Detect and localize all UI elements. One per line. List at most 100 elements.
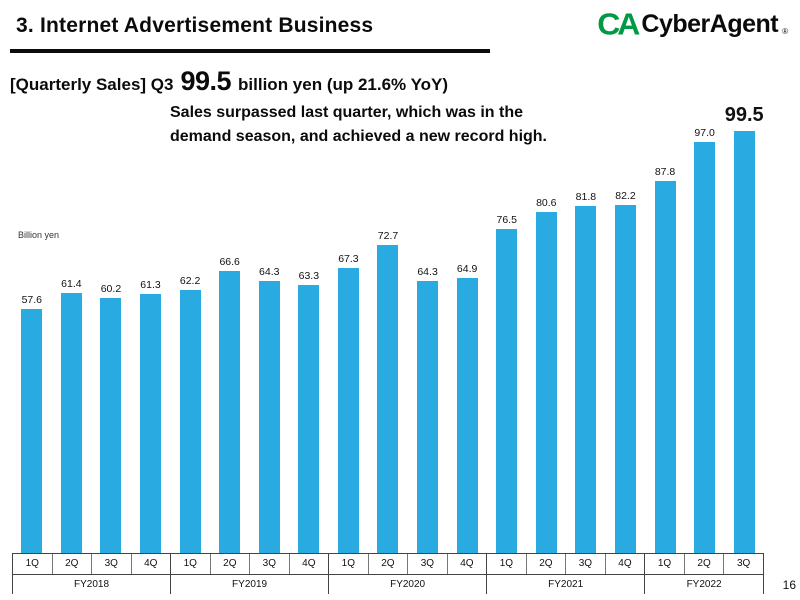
title-underline — [10, 49, 490, 53]
bar-value-label: 66.6 — [219, 256, 240, 268]
annotation-line-1: Sales surpassed last quarter, which was … — [170, 104, 524, 121]
subtitle-value: 99.5 — [180, 66, 232, 96]
axis-group: 1Q 2Q 3Q 4Q FY2019 — [171, 554, 330, 594]
axis-group: 1Q 2Q 3Q 4Q FY2020 — [329, 554, 488, 594]
quarter-label: 1Q — [341, 558, 356, 570]
quarter-label: 2Q — [209, 554, 250, 574]
quarter-label: 2Q — [525, 554, 566, 574]
bar — [535, 211, 557, 554]
quarter-label: 1Q — [183, 558, 197, 570]
bar-value-label: 82.2 — [615, 189, 636, 202]
quarter-label: 4Q — [130, 554, 171, 574]
bar-value-label: 64.3 — [417, 265, 438, 278]
page-title: 3. Internet Advertisement Business — [16, 14, 374, 37]
quarter-label: 1Q — [25, 558, 39, 570]
axis-group: 1Q 2Q 3Q FY2022 — [645, 554, 764, 594]
bar — [456, 278, 478, 554]
bar-column: 64.3 — [408, 266, 448, 554]
axis-group: 1Q 2Q 3Q 4Q FY2021 — [487, 554, 646, 594]
bar — [219, 271, 241, 554]
bar — [140, 293, 162, 554]
fiscal-year-label: FY2022 — [686, 578, 722, 590]
bar-column: 80.6 — [527, 196, 567, 554]
bar — [179, 289, 201, 554]
chart-subtitle: [Quarterly Sales] Q3 99.5 billion yen (u… — [10, 66, 448, 97]
quarter-label: 4Q — [604, 554, 645, 574]
bar — [21, 309, 43, 554]
page-number: 16 — [782, 578, 796, 592]
fiscal-year-label: FY2019 — [232, 578, 268, 590]
unit-label: Billion yen — [18, 230, 60, 240]
logo-text: CyberAgent — [641, 9, 779, 38]
bar-value-label: 64.3 — [259, 265, 280, 278]
bar-value-label: 97.0 — [694, 126, 715, 139]
bar-column: 81.8 — [566, 191, 606, 554]
bar-column: 72.7 — [368, 230, 408, 554]
quarter-label: 3Q — [723, 554, 763, 574]
subtitle-suffix: billion yen (up 21.6% YoY) — [238, 75, 449, 94]
bar-column: 60.2 — [91, 283, 131, 554]
bar — [614, 204, 636, 554]
bar-column: 62.2 — [170, 275, 210, 554]
bar-value-label: 57.6 — [21, 294, 42, 307]
bar-value-label: 62.2 — [179, 274, 201, 287]
quarter-label: 3Q — [407, 554, 447, 574]
cyberagent-logo: CA CyberAgent ® — [597, 8, 788, 40]
quarter-label: 2Q — [51, 554, 92, 574]
annotation-text: Sales surpassed last quarter, which was … — [170, 101, 547, 149]
bar — [60, 293, 82, 554]
quarter-label: 2Q — [683, 554, 724, 574]
bar-column: 97.0 — [685, 127, 725, 554]
bar-value-label: 67.3 — [338, 253, 359, 265]
bar-column: 61.3 — [131, 278, 171, 554]
bar-column: 67.3 — [329, 253, 369, 554]
bar-column: 64.3 — [249, 266, 289, 554]
quarter-label: 4Q — [288, 554, 329, 574]
bar-value-label: 60.2 — [100, 283, 122, 296]
annotation-line-2: demand season, and achieved a new record… — [170, 128, 547, 145]
fiscal-year-label: FY2020 — [390, 578, 426, 590]
x-axis: 1Q 2Q 3Q 4Q FY2018 1Q 2Q 3Q 4Q FY2019 1Q 2Q 3Q 4Q FY20… — [12, 553, 764, 594]
bar-column: 99.5 — [724, 104, 764, 554]
quarter-label: 3Q — [565, 554, 605, 574]
registered-mark: ® — [782, 26, 788, 36]
bar — [417, 280, 439, 554]
bar-value-label: 76.5 — [496, 213, 517, 226]
bar-value-label: 63.3 — [298, 270, 320, 282]
subtitle-prefix: [Quarterly Sales] Q3 — [10, 75, 174, 94]
quarter-label: 1Q — [499, 558, 514, 570]
ca-logo-icon: CA — [597, 6, 640, 42]
quarter-label: 4Q — [446, 554, 487, 574]
bar-value-label: 81.8 — [575, 191, 597, 204]
bar-value-label: 72.7 — [377, 230, 399, 242]
axis-group: 1Q 2Q 3Q 4Q FY2018 — [13, 554, 172, 594]
bar-column: 76.5 — [487, 214, 527, 554]
bar — [575, 206, 597, 554]
bar-value-label: 80.6 — [536, 196, 557, 209]
bar-column: 66.6 — [210, 256, 250, 554]
fiscal-year-label: FY2018 — [74, 578, 110, 590]
bar-value-label: 99.5 — [724, 104, 764, 127]
bar — [100, 298, 122, 554]
bar — [694, 141, 716, 554]
fiscal-year-label: FY2021 — [548, 578, 584, 590]
bar-value-label: 61.3 — [140, 278, 161, 291]
bar — [733, 131, 755, 554]
quarter-label: 2Q — [367, 554, 408, 574]
bar-column: 82.2 — [606, 190, 646, 554]
bar-column: 63.3 — [289, 270, 329, 554]
bar-column: 57.6 — [12, 294, 52, 554]
bar-value-label: 87.8 — [654, 165, 676, 178]
bar — [258, 280, 280, 554]
bar — [298, 285, 320, 554]
bar-column: 64.9 — [447, 263, 487, 554]
bar-value-label: 64.9 — [456, 263, 478, 276]
bar-column: 87.8 — [645, 166, 685, 554]
bar-chart: 57.6 61.4 60.2 61.3 62.2 66.6 64.3 63.3 67.3 72.7… — [12, 104, 764, 554]
quarter-label: 1Q — [657, 558, 672, 570]
bar-column: 61.4 — [52, 278, 92, 554]
bar-value-label: 61.4 — [61, 278, 82, 291]
quarter-label: 3Q — [249, 554, 289, 574]
bar — [496, 228, 518, 554]
